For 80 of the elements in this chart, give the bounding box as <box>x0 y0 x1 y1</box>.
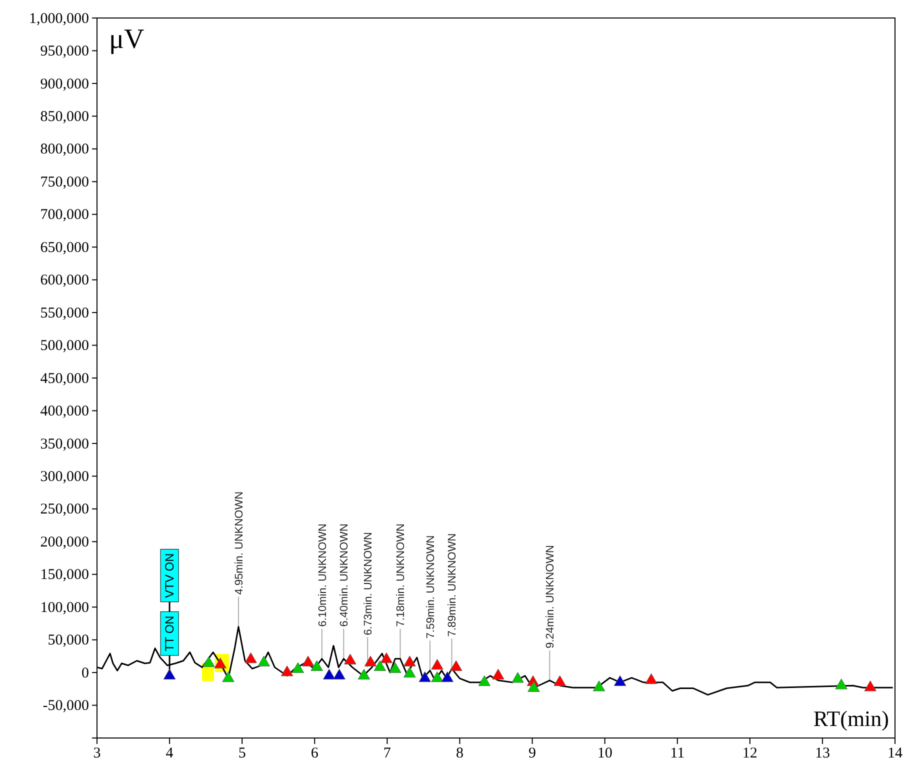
point <box>492 668 504 680</box>
annotation: 6.40min. UNKNOWN <box>338 523 351 627</box>
point <box>645 673 658 684</box>
point <box>202 656 215 668</box>
x-tick-label: 8 <box>456 746 464 762</box>
y-tick-label: 0 <box>82 665 89 682</box>
point <box>554 675 566 686</box>
x-tick-label: 5 <box>238 746 246 762</box>
x-tick-label: 13 <box>814 746 830 762</box>
y-tick-label: 150,000 <box>40 567 89 584</box>
y-tick-label: -50,000 <box>42 698 89 714</box>
point <box>512 672 524 683</box>
point <box>310 660 323 671</box>
point <box>364 656 377 666</box>
point <box>431 658 444 670</box>
y-tick-label: 950,000 <box>40 44 89 60</box>
point <box>478 675 491 686</box>
point <box>292 662 304 673</box>
point <box>389 662 402 673</box>
annotation: 9.24min. UNKNOWN <box>544 545 557 648</box>
x-tick-label: 6 <box>310 746 319 762</box>
x-tick-label: 11 <box>670 746 685 762</box>
annotation: 6.73min. UNKNOWN <box>362 532 375 636</box>
point <box>222 671 234 682</box>
point <box>431 671 444 682</box>
y-tick-label: 850,000 <box>40 108 89 125</box>
y-tick-label: 600,000 <box>40 272 89 289</box>
point <box>614 675 626 686</box>
ref-line-label: TT ON <box>162 616 177 652</box>
point <box>380 652 393 664</box>
point <box>344 654 356 664</box>
point <box>404 666 416 678</box>
point <box>258 656 270 666</box>
x-tick-label: 12 <box>742 746 758 762</box>
y-tick-label: 250,000 <box>40 502 89 518</box>
x-tick-label: 4 <box>166 746 174 762</box>
point <box>358 668 370 680</box>
point <box>374 660 386 671</box>
y-tick-label: 900,000 <box>40 76 89 92</box>
y-tick-label: 200,000 <box>40 534 89 550</box>
x-tick-label: 7 <box>383 746 392 762</box>
y-tick-label: 750,000 <box>40 174 89 190</box>
point <box>404 656 416 666</box>
y-tick-label: 1,000,000 <box>29 10 89 27</box>
point <box>450 660 462 671</box>
point <box>244 652 257 664</box>
annotation: VTV ON <box>162 553 177 598</box>
y-tick-label: 500,000 <box>40 338 89 354</box>
y-tick-label: 800,000 <box>40 142 89 158</box>
y-tick-label: 50,000 <box>48 632 89 649</box>
x-axis-title: RT(min) <box>813 706 889 731</box>
point <box>323 668 336 680</box>
point <box>302 656 314 666</box>
x-tick-label: 3 <box>93 746 101 762</box>
x-tick-label: 14 <box>888 746 903 762</box>
y-tick-label: 350,000 <box>40 436 89 452</box>
annotation: 4.95min. UNKNOWN <box>233 491 246 595</box>
y-tick-label: 450,000 <box>40 370 89 387</box>
y-tick-label: 700,000 <box>40 207 89 224</box>
point <box>864 680 876 692</box>
point <box>835 678 848 690</box>
point <box>528 681 540 692</box>
point <box>418 671 432 682</box>
y-tick-label: 650,000 <box>40 240 89 256</box>
point <box>280 666 294 676</box>
annotation: 7.89min. UNKNOWN <box>446 533 459 637</box>
y-tick-label: 100,000 <box>40 600 89 616</box>
y-tick-label: 400,000 <box>40 404 89 420</box>
point <box>163 668 176 680</box>
x-tick-label: 9 <box>528 746 536 762</box>
annotation: 6.10min. UNKNOWN <box>316 523 329 627</box>
annotation: 7.59min. UNKNOWN <box>424 535 437 639</box>
y-tick-label: 300,000 <box>40 468 89 485</box>
y-tick-label: 550,000 <box>40 305 89 322</box>
point <box>333 668 346 680</box>
y-axis-title: μV <box>109 24 144 55</box>
x-tick-label: 10 <box>597 746 612 762</box>
point <box>441 671 454 682</box>
point <box>592 680 606 692</box>
annotation: 7.18min. UNKNOWN <box>395 523 408 627</box>
